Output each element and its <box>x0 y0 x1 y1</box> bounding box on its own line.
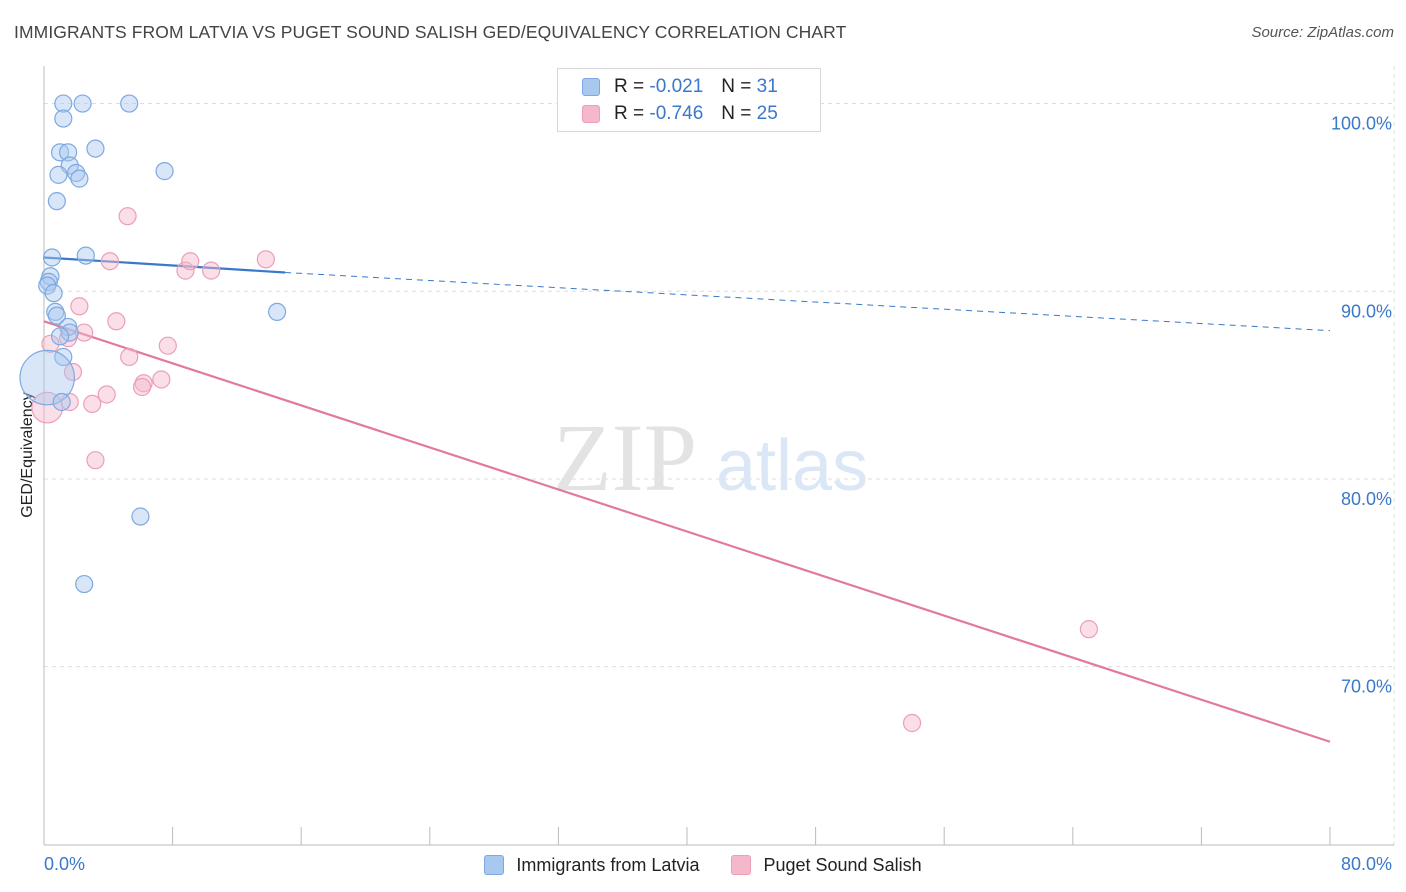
point-latvia <box>49 165 68 184</box>
chart-title: IMMIGRANTS FROM LATVIA VS PUGET SOUND SA… <box>14 22 847 42</box>
legend-item-salish[interactable]: Puget Sound Salish <box>731 854 922 876</box>
legend-swatch-pink <box>582 105 600 123</box>
point-salish <box>31 391 64 424</box>
series-legend: Immigrants from Latvia Puget Sound Salis… <box>0 852 1406 878</box>
point-latvia <box>54 94 73 113</box>
legend-label-salish: Puget Sound Salish <box>763 854 922 875</box>
y-tick-label: 80.0% <box>1341 489 1392 509</box>
point-salish <box>202 261 221 280</box>
point-salish <box>902 713 922 733</box>
legend-n-label: N = <box>721 103 752 124</box>
y-tick-label: 90.0% <box>1341 301 1392 321</box>
point-latvia <box>120 94 139 113</box>
legend-r-label: R = <box>614 76 645 97</box>
legend-row-latvia: R = -0.021 N = 31 <box>582 75 778 99</box>
point-salish <box>63 362 83 382</box>
stats-legend: R = -0.021 N = 31 R = -0.746 N = 25 <box>557 68 821 132</box>
x-tick-label: 0.0% <box>44 854 85 874</box>
point-salish <box>97 385 116 404</box>
trend-layer <box>43 256 1331 743</box>
legend-item-latvia[interactable]: Immigrants from Latvia <box>484 855 699 876</box>
y-tick-label: 100.0% <box>1331 114 1392 134</box>
watermark: ZIP atlas <box>553 404 868 511</box>
legend-n-label: N = <box>721 76 752 97</box>
watermark-zip: ZIP <box>553 404 697 511</box>
point-salish <box>86 451 105 470</box>
point-salish <box>158 336 177 355</box>
point-latvia <box>44 284 63 303</box>
point-latvia <box>59 143 78 162</box>
point-salish <box>41 334 60 353</box>
point-salish <box>107 312 126 331</box>
point-latvia <box>60 323 79 342</box>
point-latvia <box>86 139 105 158</box>
trend-line-salish <box>43 320 1331 743</box>
watermark-atlas: atlas <box>716 426 868 506</box>
point-salish <box>176 261 195 280</box>
point-salish <box>256 250 275 269</box>
point-latvia <box>19 349 76 406</box>
point-latvia <box>50 327 70 346</box>
point-latvia <box>52 392 71 412</box>
trend-line-latvia-extrapolated <box>285 271 1331 332</box>
point-salish <box>1079 620 1098 639</box>
points-layer <box>19 94 1098 733</box>
point-latvia <box>47 192 66 211</box>
legend-r-value: -0.746 <box>649 103 704 124</box>
point-latvia <box>76 246 95 265</box>
point-latvia <box>47 306 66 325</box>
point-latvia <box>70 169 89 188</box>
point-salish <box>83 394 102 413</box>
legend-n-value: 25 <box>756 103 778 124</box>
point-salish <box>75 323 94 342</box>
point-latvia <box>54 109 73 128</box>
point-latvia <box>75 574 94 594</box>
point-latvia <box>38 276 57 295</box>
legend-swatch-blue <box>582 78 600 96</box>
axis-layer: 100.0% 90.0% 80.0% 70.0% 0.0% 80.0% <box>43 66 1394 874</box>
point-salish <box>120 347 139 367</box>
point-salish <box>132 377 152 397</box>
point-latvia <box>42 248 62 267</box>
legend-row-salish: R = -0.746 N = 25 <box>582 102 778 126</box>
point-salish <box>181 252 200 271</box>
point-salish <box>70 297 89 316</box>
legend-r-label: R = <box>614 103 645 124</box>
trend-line-latvia <box>43 256 286 274</box>
point-salish <box>100 252 120 271</box>
point-latvia <box>67 163 86 183</box>
point-latvia <box>73 94 92 113</box>
legend-label-latvia: Immigrants from Latvia <box>516 854 700 875</box>
legend-n-value: 31 <box>756 76 778 97</box>
point-latvia <box>131 507 150 526</box>
chart-source: Source: ZipAtlas.com <box>1251 24 1394 41</box>
point-salish <box>152 370 171 389</box>
point-latvia <box>155 162 174 181</box>
legend-swatch-blue <box>484 855 505 875</box>
point-salish <box>118 207 137 226</box>
y-tick-label: 70.0% <box>1341 677 1392 697</box>
legend-swatch-pink <box>731 855 752 875</box>
x-tick-label: 80.0% <box>1341 854 1392 874</box>
point-latvia <box>267 302 287 322</box>
legend-r-value: -0.021 <box>649 76 704 97</box>
